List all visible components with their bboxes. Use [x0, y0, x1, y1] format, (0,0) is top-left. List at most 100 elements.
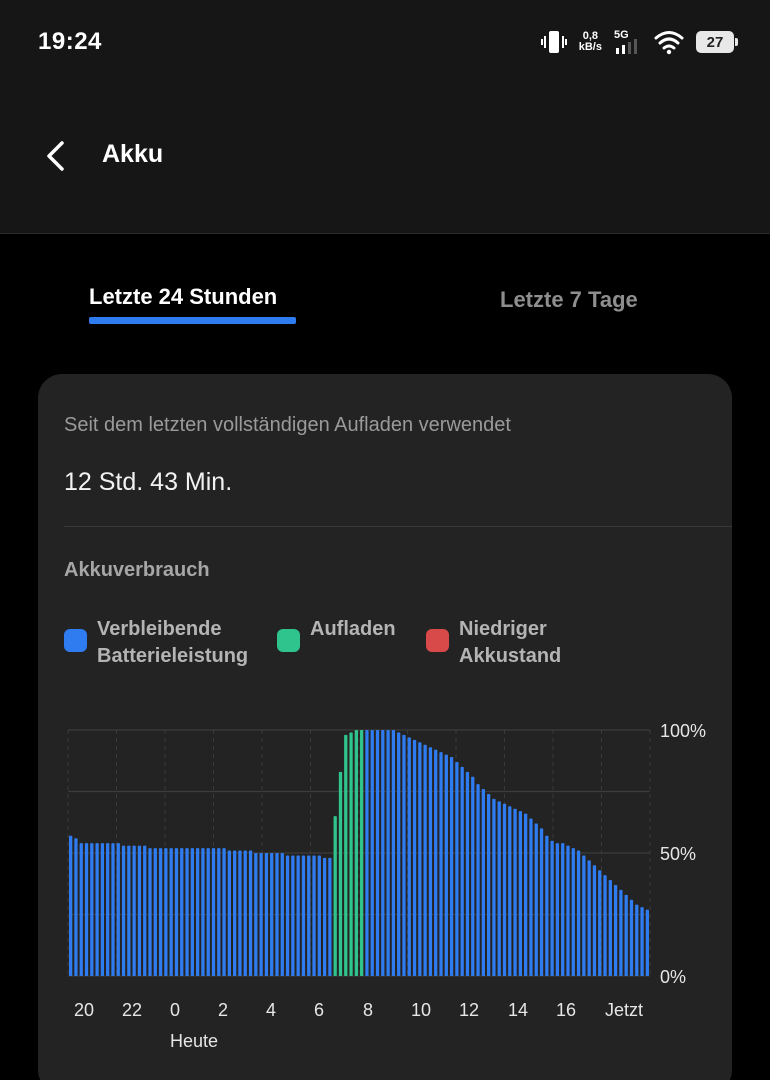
chart-bar-remaining [264, 853, 269, 976]
network-type: 5G [614, 29, 629, 41]
chart-bar-remaining [481, 789, 485, 976]
chart-x-tick-label: 8 [363, 1000, 373, 1020]
chart-bar-remaining [624, 894, 628, 976]
chart-bar-remaining [158, 848, 163, 976]
legend-label-charging: Aufladen [310, 618, 396, 640]
battery-usage-chart[interactable]: 100% 50% 0% 20 22 0 2 4 6 8 10 12 14 16 Jetzt Heute [38, 704, 732, 1080]
tab-last-24-hours[interactable]: Letzte 24 Stunden [89, 284, 278, 309]
chart-bar-remaining [471, 776, 475, 976]
tab-last-7-days[interactable]: Letzte 7 Tage [500, 287, 638, 312]
chart-bar-remaining [143, 845, 147, 976]
legend-item-remaining: Verbleibende Batterieleistung [64, 616, 267, 670]
divider [64, 526, 732, 527]
chart-y-tick-label: 0% [660, 967, 686, 987]
back-button[interactable] [36, 134, 76, 178]
chart-bar-remaining [106, 843, 110, 976]
chart-bar-remaining [211, 848, 216, 976]
chart-bar-remaining [164, 848, 168, 976]
chart-bar-remaining [174, 848, 179, 976]
chart-x-tick-label: Jetzt [605, 1000, 643, 1020]
chart-bar-remaining [524, 813, 528, 976]
chart-bar-remaining [603, 875, 607, 976]
chart-x-tick-label: 0 [170, 1000, 180, 1020]
chart-bar-remaining [116, 843, 120, 976]
chart-bar-remaining [476, 784, 480, 976]
chart-bar-remaining [486, 793, 491, 976]
vibrate-icon [540, 29, 567, 55]
chart-bar-remaining [555, 843, 560, 976]
wifi-icon [654, 31, 684, 55]
chart-bar-remaining [328, 857, 332, 976]
chart-x-tick-label: 6 [314, 1000, 324, 1020]
chart-bar-remaining [238, 850, 242, 976]
chart-bar-remaining [148, 848, 152, 976]
chart-bar-remaining [285, 855, 290, 976]
usage-since-charge-label: Seit dem letzten vollständigen Aufladen … [64, 414, 511, 436]
chart-bar-remaining [201, 848, 205, 976]
chart-bar-remaining [608, 880, 612, 976]
chart-bar-remaining [598, 870, 602, 976]
chart-bar-charging [360, 730, 364, 976]
chart-bar-remaining [375, 730, 380, 976]
chart-bar-remaining [550, 840, 554, 976]
chart-bar-remaining [518, 811, 523, 976]
chart-bar-remaining [169, 848, 173, 976]
chart-bar-remaining [233, 850, 237, 976]
chart-x-tick-label: 22 [122, 1000, 142, 1020]
chart-bar-remaining [84, 843, 89, 976]
chart-bar-remaining [497, 801, 501, 976]
chart-bar-remaining [492, 798, 496, 976]
legend-label-remaining-line1: Verbleibende [97, 618, 222, 640]
chart-bar-remaining [100, 843, 105, 976]
chart-bar-charging [338, 771, 343, 976]
chart-bar-remaining [190, 848, 194, 976]
chart-bar-remaining [439, 752, 443, 976]
chart-bar-remaining [243, 850, 247, 976]
chart-bar-remaining [370, 730, 374, 976]
status-icons: 0,8 kB/s 5G 27 [540, 26, 738, 58]
chart-bar-remaining [79, 843, 83, 976]
chart-bar-remaining [418, 742, 422, 976]
chart-y-ticks: 100% 50% 0% [660, 721, 706, 987]
legend-label-low-battery-line2: Akkustand [459, 645, 562, 667]
chart-bar-remaining [508, 806, 512, 976]
chart-bar-remaining [222, 848, 226, 976]
chart-x-tick-label: 16 [556, 1000, 576, 1020]
status-time: 19:24 [38, 28, 102, 55]
legend-label-remaining-line2: Batterieleistung [97, 645, 249, 667]
chart-bar-remaining [248, 850, 253, 976]
chart-bar-remaining [275, 853, 279, 976]
legend-swatch-low-battery [426, 629, 449, 652]
chart-x-tick-label: 12 [459, 1000, 479, 1020]
chart-bar-remaining [69, 835, 73, 976]
chart-bar-remaining [635, 904, 639, 976]
chart-bar-remaining [365, 730, 369, 976]
chart-x-tick-label: 4 [266, 1000, 276, 1020]
chart-bar-remaining [259, 853, 263, 976]
legend-item-low-battery: Niedriger Akkustand [426, 616, 629, 670]
chart-bar-remaining [127, 845, 131, 976]
chart-x-tick-label: 14 [508, 1000, 528, 1020]
network-speed-value: 0,8 [582, 30, 599, 42]
chart-bar-remaining [545, 835, 549, 976]
chart-bar-remaining [534, 823, 538, 976]
network-speed: 0,8 kB/s [579, 31, 602, 53]
chart-bar-remaining [434, 749, 438, 976]
chart-bar-remaining [254, 853, 258, 976]
chart-bar-remaining [412, 739, 417, 976]
chart-bar-remaining [280, 853, 284, 976]
chart-bar-remaining [645, 909, 649, 976]
chart-bar-remaining [217, 848, 221, 976]
tab-indicator [89, 317, 296, 324]
chart-bar-remaining [270, 853, 274, 976]
chart-bar-charging [344, 734, 348, 976]
chart-bar-remaining [529, 818, 533, 976]
chart-bar-remaining [629, 899, 634, 976]
chart-bar-remaining [111, 843, 115, 976]
battery-level: 27 [706, 33, 724, 51]
usage-time-value: 12 Std. 43 Min. [64, 468, 233, 496]
chart-bar-remaining [613, 884, 618, 976]
chart-bar-remaining [322, 857, 327, 976]
battery-usage-section-title: Akkuverbrauch [64, 559, 210, 581]
chart-bar-remaining [317, 855, 321, 976]
